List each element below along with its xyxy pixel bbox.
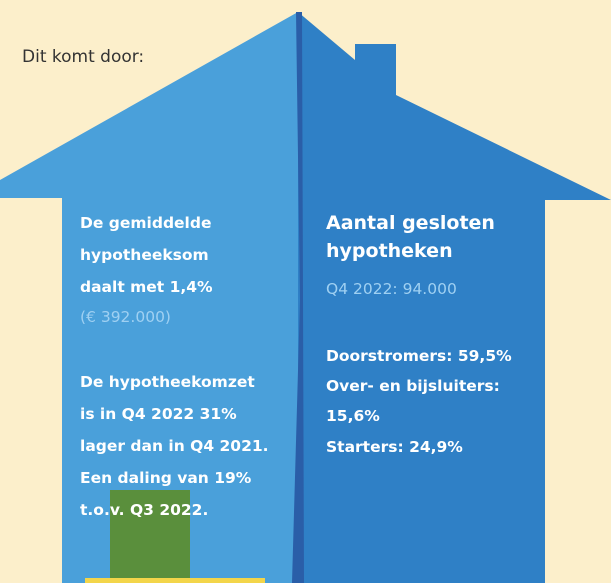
right-title: hypotheken xyxy=(326,240,453,262)
text-line: Doorstromers: 59,5% xyxy=(326,347,512,365)
text-line: Een daling van 19% xyxy=(80,469,252,487)
text-line: t.o.v. Q3 2022. xyxy=(80,501,208,519)
text-line: Starters: 24,9% xyxy=(326,438,463,456)
right-subtitle: Q4 2022: 94.000 xyxy=(326,280,457,298)
text-line: is in Q4 2022 31% xyxy=(80,405,237,423)
doorstep xyxy=(85,578,265,583)
infographic: Dit komt door: De gemiddelde hypotheekso… xyxy=(0,0,611,583)
text-line: daalt met 1,4% xyxy=(80,278,213,296)
text-line: lager dan in Q4 2021. xyxy=(80,437,269,455)
text-line: Over- en bijsluiters: xyxy=(326,377,500,395)
text-line: hypotheeksom xyxy=(80,246,209,264)
intro: Dit komt door: xyxy=(22,47,144,67)
text-line: De hypotheekomzet xyxy=(80,373,255,391)
right-title: Aantal gesloten xyxy=(326,212,495,234)
text-line: 15,6% xyxy=(326,407,380,425)
text-line: De gemiddelde xyxy=(80,214,211,232)
text-note: (€ 392.000) xyxy=(80,308,171,326)
